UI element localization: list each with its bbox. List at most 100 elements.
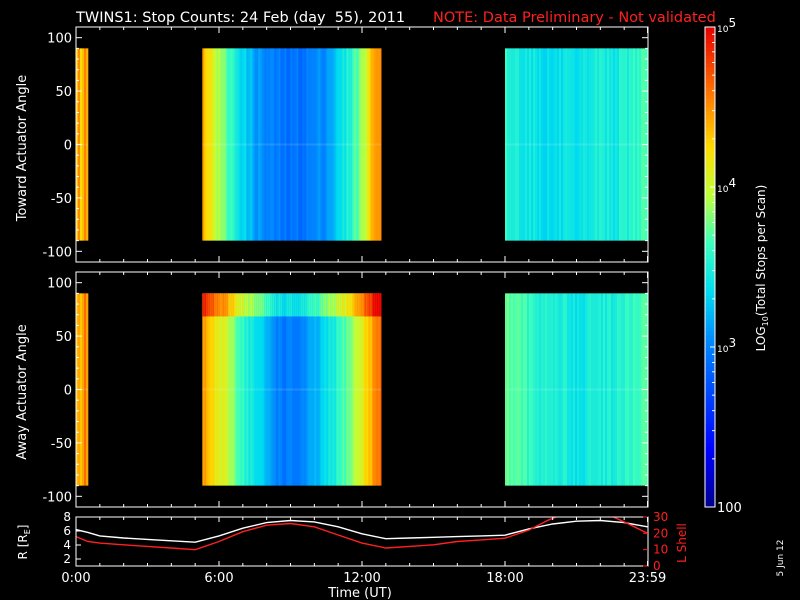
away-heatmap-cell: [264, 293, 267, 486]
away-heatmap-enhanced-cell: [350, 293, 353, 317]
away-heatmap-cell: [525, 293, 528, 486]
colorbar-tick-label: 100: [717, 501, 742, 516]
away-heatmap-enhanced-cell: [322, 293, 325, 317]
away-heatmap-cell: [254, 293, 257, 486]
away-heatmap-cell: [635, 293, 638, 486]
time-axis-label: Time (UT): [327, 586, 392, 600]
away-heatmap-cell: [633, 293, 636, 486]
toward-heatmap-cell: [254, 48, 257, 241]
time-x-tick-label: 0:00: [61, 571, 90, 586]
toward-heatmap-cell: [515, 48, 518, 241]
away-heatmap-enhanced-cell: [354, 293, 357, 317]
away-heatmap-cell: [563, 293, 566, 486]
away-heatmap-enhanced-cell: [304, 293, 307, 317]
away-heatmap-cell: [218, 293, 221, 486]
away-heatmap-cell: [302, 293, 305, 486]
away-heatmap-cell: [511, 293, 514, 486]
away-heatmap-cell: [364, 293, 367, 486]
toward-heatmap-cell: [226, 48, 229, 241]
away-heatmap-cell: [549, 293, 552, 486]
colorbar-segment: [705, 215, 715, 220]
date-stamp: 5 Jun 12: [776, 540, 786, 577]
toward-heatmap-cell: [242, 48, 245, 241]
away-heatmap-cell: [523, 293, 526, 486]
away-heatmap-enhanced-cell: [326, 293, 329, 317]
away-heatmap-cell: [300, 293, 303, 486]
away-heatmap-enhanced-cell: [296, 293, 299, 317]
colorbar-segment: [705, 335, 715, 340]
toward-heatmap-cell: [202, 48, 205, 241]
colorbar-segment: [705, 499, 715, 504]
away-heatmap-cell: [84, 293, 87, 486]
away-y-tick-label: 0: [64, 384, 72, 399]
toward-heatmap-cell: [288, 48, 291, 241]
colorbar-segment: [705, 471, 715, 476]
away-heatmap-cell: [356, 293, 359, 486]
toward-heatmap-cell: [268, 48, 271, 241]
away-heatmap-enhanced-cell: [212, 293, 215, 317]
toward-heatmap-cell: [338, 48, 341, 241]
colorbar-segment: [705, 291, 715, 296]
away-heatmap-cell: [585, 293, 588, 486]
away-heatmap-enhanced-cell: [284, 293, 287, 317]
time-x-tick-label: 12:00: [343, 571, 380, 586]
time-x-tick-label: 18:00: [486, 571, 523, 586]
toward-heatmap-cell: [603, 48, 606, 241]
toward-heatmap-cell: [206, 48, 209, 241]
toward-heatmap-cell: [292, 48, 295, 241]
away-heatmap-enhanced-cell: [292, 293, 295, 317]
toward-heatmap-cell: [607, 48, 610, 241]
away-heatmap-enhanced-cell: [206, 293, 209, 317]
away-heatmap-cell: [286, 293, 289, 486]
away-actuator-panel: 100 50 0 -50 -100: [42, 271, 649, 508]
toward-heatmap-cell: [535, 48, 538, 241]
away-heatmap-cell: [232, 293, 235, 486]
colorbar-segment: [705, 39, 715, 44]
away-heatmap-cell: [354, 293, 357, 486]
toward-y-tick-label: 50: [55, 85, 72, 100]
toward-heatmap-cell: [318, 48, 321, 241]
toward-heatmap-cell: [362, 48, 365, 241]
colorbar-segment: [705, 283, 715, 288]
away-heatmap-cell: [242, 293, 245, 486]
away-heatmap-cell: [595, 293, 598, 486]
preliminary-note: NOTE: Data Preliminary - Not validated: [433, 10, 716, 26]
away-heatmap-cell: [206, 293, 209, 486]
colorbar-segment: [705, 243, 715, 248]
toward-angle-axis-label: Toward Actuator Angle: [15, 75, 30, 222]
away-heatmap-enhanced-cell: [282, 293, 285, 317]
away-heatmap-cell: [509, 293, 512, 486]
away-heatmap-cell: [314, 293, 317, 486]
toward-heatmap-cell: [539, 48, 542, 241]
colorbar-segment: [705, 427, 715, 432]
away-heatmap-cell: [569, 293, 572, 486]
toward-heatmap-cell: [370, 48, 373, 241]
toward-heatmap-cell: [611, 48, 614, 241]
toward-heatmap-cell: [525, 48, 528, 241]
colorbar-segment: [705, 475, 715, 480]
toward-heatmap-cell: [308, 48, 311, 241]
toward-heatmap-cell: [559, 48, 562, 241]
away-heatmap-cell: [312, 293, 315, 486]
away-heatmap-cell: [270, 293, 273, 486]
away-heatmap-cell: [216, 293, 219, 486]
toward-heatmap-cell: [328, 48, 331, 241]
away-heatmap-enhanced-cell: [250, 293, 253, 317]
away-heatmap-cell: [553, 293, 556, 486]
away-heatmap-cell: [579, 293, 582, 486]
colorbar-segment: [705, 319, 715, 324]
colorbar-segment: [705, 359, 715, 364]
away-heatmap-enhanced-cell: [240, 293, 243, 317]
chart-title: TWINS1: Stop Counts: 24 Feb (day 55), 20…: [75, 10, 405, 26]
away-heatmap-enhanced-cell: [224, 293, 227, 317]
colorbar-segment: [705, 227, 715, 232]
away-heatmap-enhanced-cell: [258, 293, 261, 317]
colorbar-segment: [705, 263, 715, 268]
away-heatmap-cell: [230, 293, 233, 486]
toward-heatmap-cell: [589, 48, 592, 241]
toward-heatmap-cell: [234, 48, 237, 241]
away-heatmap-enhanced-cell: [338, 293, 341, 317]
away-heatmap-enhanced-cell: [242, 293, 245, 317]
colorbar-segment: [705, 391, 715, 396]
